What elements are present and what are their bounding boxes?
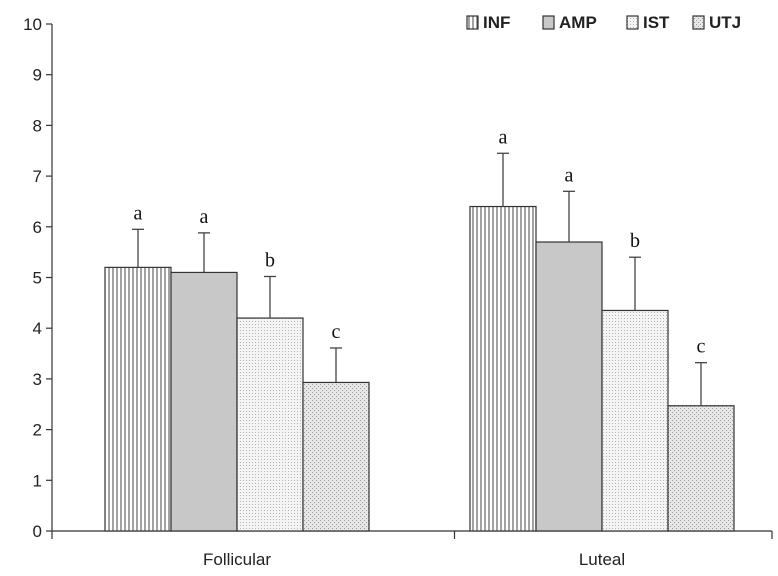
bar-amp-luteal bbox=[535, 241, 603, 532]
bar-ist-follicular bbox=[236, 317, 304, 532]
y-tick-label: 2 bbox=[33, 421, 42, 440]
significance-label: c bbox=[332, 321, 341, 343]
bar-utj-follicular bbox=[302, 381, 370, 532]
legend-swatch-ist bbox=[626, 15, 639, 30]
y-tick-label: 9 bbox=[33, 66, 42, 85]
legend-label-ist: IST bbox=[643, 13, 670, 32]
y-tick-label: 10 bbox=[23, 15, 42, 34]
legend: INF AMP IST UTJ bbox=[466, 13, 741, 32]
y-tick-label: 8 bbox=[33, 116, 42, 135]
bars: a a b c a a b c bbox=[104, 126, 735, 532]
legend-swatch-amp bbox=[542, 15, 555, 30]
y-tick-label: 7 bbox=[33, 167, 42, 186]
legend-label-inf: INF bbox=[483, 13, 510, 32]
significance-label: a bbox=[565, 164, 574, 186]
y-tick-label: 4 bbox=[33, 319, 42, 338]
significance-label: a bbox=[200, 206, 209, 228]
x-category-label: Follicular bbox=[203, 550, 271, 569]
y-tick-label: 3 bbox=[33, 370, 42, 389]
significance-label: a bbox=[499, 126, 508, 148]
significance-label: b bbox=[265, 249, 275, 271]
y-tick-label: 6 bbox=[33, 218, 42, 237]
bar-amp-follicular bbox=[170, 271, 238, 532]
bar-ist-luteal bbox=[601, 309, 669, 532]
y-tick-label: 0 bbox=[33, 522, 42, 541]
y-tick-label: 1 bbox=[33, 471, 42, 490]
y-tick-label: 5 bbox=[33, 269, 42, 288]
bar-utj-luteal bbox=[667, 405, 735, 532]
significance-label: b bbox=[630, 230, 640, 252]
significance-label: c bbox=[697, 336, 706, 358]
legend-label-amp: AMP bbox=[559, 13, 597, 32]
legend-swatch-inf bbox=[466, 15, 479, 30]
legend-swatch-utj bbox=[692, 15, 705, 30]
legend-label-utj: UTJ bbox=[709, 13, 741, 32]
bar-inf-luteal bbox=[469, 205, 537, 532]
x-category-label: Luteal bbox=[579, 550, 625, 569]
significance-label: a bbox=[134, 202, 143, 224]
bar-inf-follicular bbox=[104, 266, 172, 532]
